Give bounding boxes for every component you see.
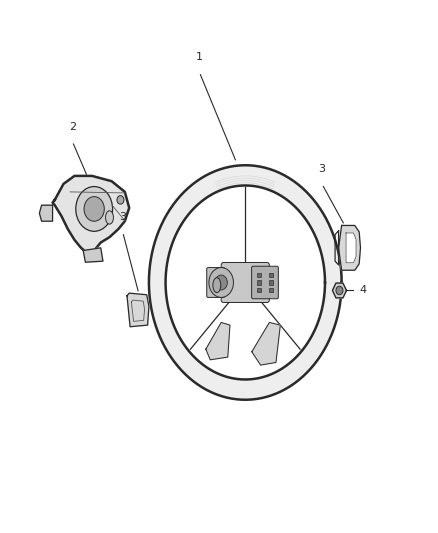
- Bar: [258, 288, 261, 292]
- Circle shape: [336, 286, 343, 295]
- Polygon shape: [149, 165, 342, 400]
- Polygon shape: [39, 205, 53, 221]
- Polygon shape: [127, 293, 149, 327]
- Text: 2: 2: [69, 122, 76, 132]
- Bar: [258, 273, 261, 277]
- Text: 1: 1: [196, 52, 203, 62]
- Ellipse shape: [106, 211, 113, 224]
- Bar: [269, 280, 273, 285]
- Text: 3: 3: [318, 164, 325, 174]
- FancyBboxPatch shape: [252, 266, 279, 298]
- Circle shape: [117, 196, 124, 204]
- Ellipse shape: [213, 278, 221, 293]
- Circle shape: [233, 268, 258, 297]
- Circle shape: [84, 197, 104, 221]
- Text: 3: 3: [119, 212, 126, 222]
- Text: 4: 4: [359, 286, 366, 295]
- Circle shape: [209, 268, 233, 297]
- Polygon shape: [332, 283, 346, 298]
- Circle shape: [215, 275, 227, 290]
- FancyBboxPatch shape: [221, 263, 269, 303]
- Polygon shape: [346, 233, 356, 263]
- Bar: [269, 273, 273, 277]
- FancyBboxPatch shape: [207, 268, 225, 297]
- Polygon shape: [206, 322, 230, 360]
- Polygon shape: [83, 248, 103, 262]
- Bar: [269, 288, 273, 292]
- Bar: [258, 280, 261, 285]
- Polygon shape: [339, 225, 360, 270]
- Polygon shape: [252, 322, 280, 365]
- Circle shape: [76, 187, 113, 231]
- Polygon shape: [53, 176, 129, 253]
